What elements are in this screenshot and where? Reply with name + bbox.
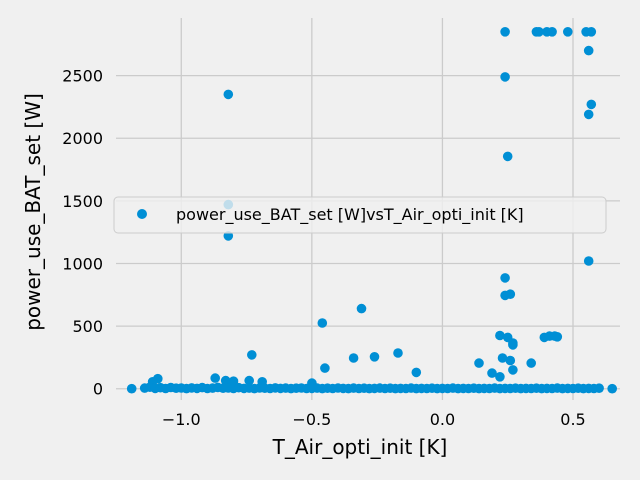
legend-label: power_use_BAT_set [W]vsT_Air_opti_init [… (176, 205, 524, 225)
scatter-point (594, 383, 604, 394)
x-axis-label: T_Air_opti_init [K] (272, 435, 448, 459)
scatter-point (505, 355, 516, 366)
scatter-point (474, 358, 484, 368)
y-tick-label: 1000 (62, 254, 103, 273)
scatter-point (495, 372, 505, 382)
scatter-point (563, 27, 573, 37)
scatter-point (502, 151, 513, 162)
scatter-point (586, 27, 597, 37)
legend-marker (137, 209, 147, 219)
scatter-point (369, 352, 380, 362)
y-axis-label: power_use_BAT_set [W] (21, 93, 45, 331)
legend-box (113, 196, 607, 234)
y-tick-label: 1500 (62, 192, 103, 211)
scatter-point (500, 27, 510, 37)
scatter-point (552, 332, 563, 342)
x-tick-label: −0.5 (292, 410, 331, 429)
scatter-point (583, 256, 594, 266)
scatter-point (583, 45, 594, 56)
scatter-point (411, 367, 422, 378)
scatter-point (547, 27, 557, 37)
scatter-point (607, 383, 617, 394)
y-axis-ticks: 0 500 1000 1500 2000 2500 (62, 67, 103, 399)
scatter-point (508, 340, 518, 350)
x-axis-ticks: −1.0 −0.5 0.0 0.5 (162, 410, 586, 429)
scatter-point (220, 375, 231, 386)
scatter-point (247, 350, 257, 360)
y-tick-label: 0 (93, 380, 103, 399)
scatter-point (126, 383, 137, 394)
scatter-point (500, 72, 510, 82)
scatter-point (500, 273, 510, 283)
scatter-point (534, 27, 544, 37)
scatter-point (487, 368, 497, 378)
data-points (126, 27, 617, 394)
scatter-point (495, 330, 505, 341)
scatter-point (210, 373, 220, 383)
legend: power_use_BAT_set [W]vsT_Air_opti_init [… (113, 196, 607, 234)
scatter-point (586, 99, 597, 110)
scatter-point (356, 303, 367, 314)
x-tick-label: −1.0 (162, 410, 201, 429)
y-tick-label: 500 (72, 317, 103, 336)
scatter-point (317, 318, 328, 328)
scatter-point (583, 109, 594, 120)
scatter-point (497, 353, 508, 363)
y-tick-label: 2500 (62, 67, 103, 86)
scatter-point (320, 363, 330, 373)
scatter-point (223, 89, 234, 100)
scatter-point (526, 358, 536, 368)
x-tick-label: 0.0 (430, 410, 455, 429)
scatter-point (244, 375, 254, 386)
scatter-point (505, 289, 516, 300)
scatter-point (228, 376, 239, 387)
y-tick-label: 2000 (62, 129, 103, 148)
scatter-point (393, 348, 403, 358)
scatter-point (508, 365, 518, 375)
x-tick-label: 0.5 (560, 410, 585, 429)
scatter-point (348, 353, 359, 363)
